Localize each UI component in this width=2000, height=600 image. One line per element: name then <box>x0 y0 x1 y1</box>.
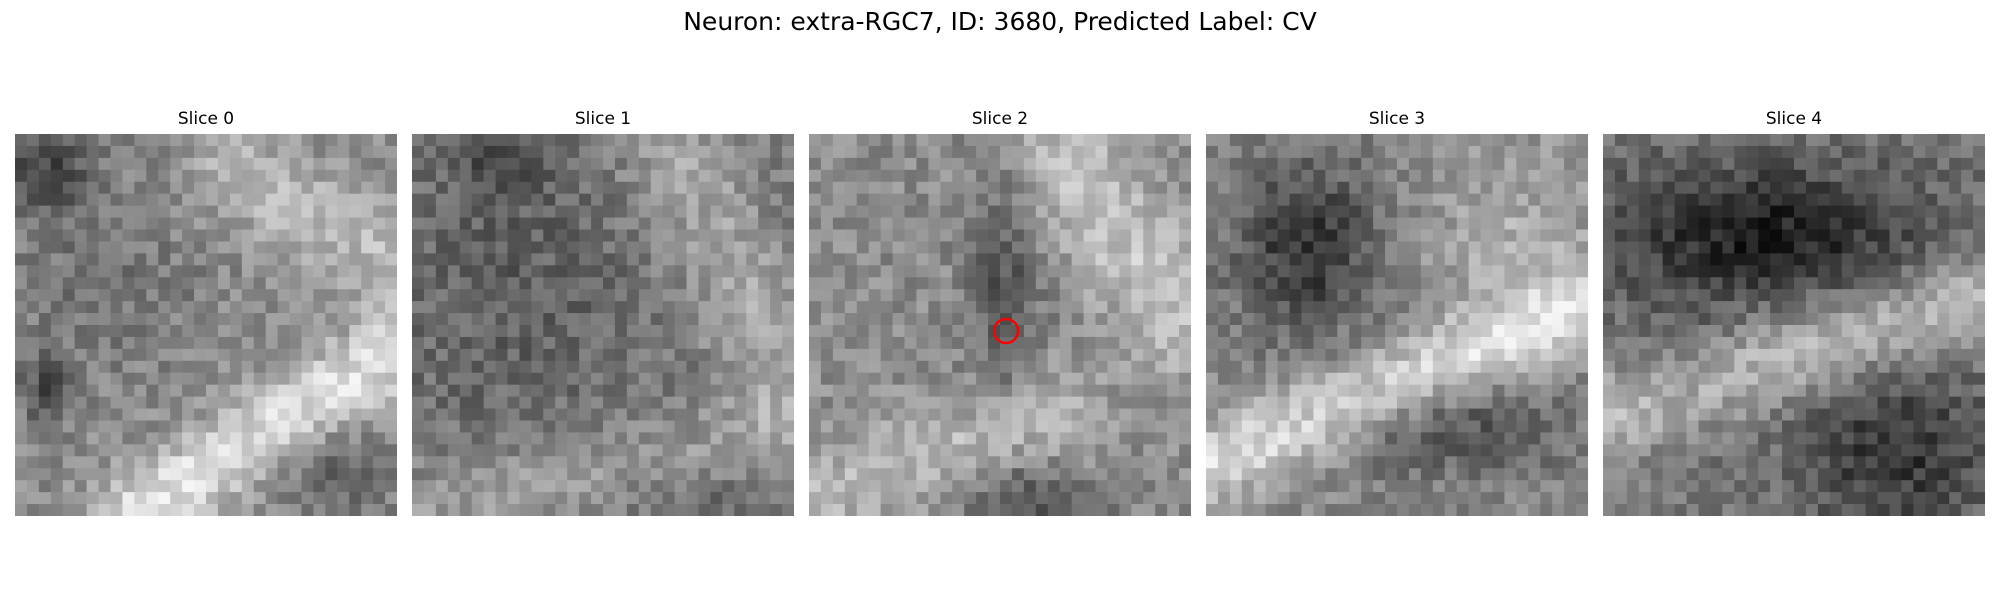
slice-panel-1: Slice 1 <box>412 108 794 528</box>
slice-panel-4: Slice 4 <box>1603 108 1985 528</box>
slice-image <box>412 134 794 516</box>
slice-title: Slice 0 <box>177 109 235 129</box>
slice-panel-0: Slice 0 <box>15 108 397 528</box>
slice-title: Slice 1 <box>574 109 632 129</box>
slice-panel-2: Slice 2 <box>809 108 1191 528</box>
marker-circle <box>992 317 1020 345</box>
figure-title: Neuron: extra-RGC7, ID: 3680, Predicted … <box>683 7 1317 36</box>
slice-title: Slice 4 <box>1765 109 1823 129</box>
slice-title: Slice 2 <box>971 109 1029 129</box>
slice-image <box>1206 134 1588 516</box>
slice-image <box>15 134 397 516</box>
slice-image <box>809 134 1191 516</box>
slice-image <box>1603 134 1985 516</box>
slice-panel-3: Slice 3 <box>1206 108 1588 528</box>
slice-title: Slice 3 <box>1368 109 1426 129</box>
